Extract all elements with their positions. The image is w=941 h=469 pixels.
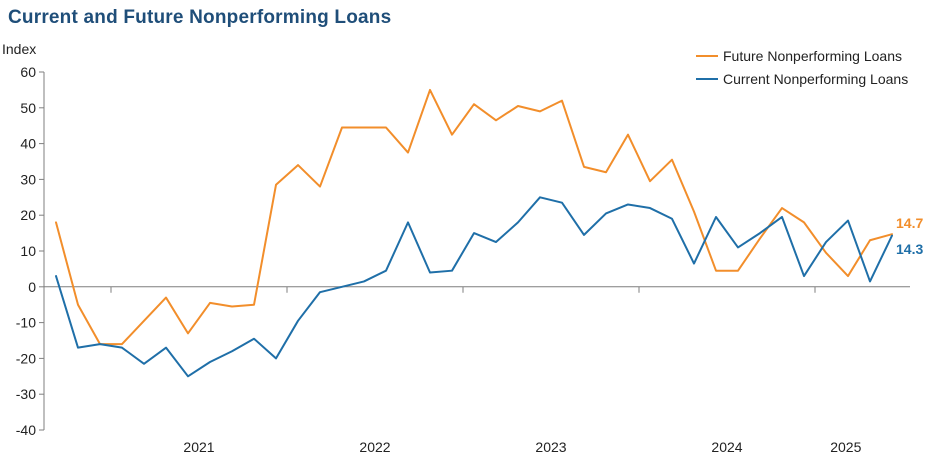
y-axis-title: Index: [2, 41, 36, 57]
y-axis-ticks: 60 50 40 30 20 10 0 -10 -20 -30 -40: [16, 64, 44, 438]
end-label-future: 14.7: [896, 215, 923, 231]
y-tick-label: 40: [20, 136, 36, 152]
y-tick-label: -20: [16, 350, 36, 366]
y-tick-label: -30: [16, 386, 36, 402]
y-tick-label: 50: [20, 100, 36, 116]
legend: Future Nonperforming Loans Current Nonpe…: [696, 48, 908, 87]
y-tick-label: 0: [28, 279, 36, 295]
y-tick-label: 60: [20, 64, 36, 80]
x-axis-ticks: 2021 2022 2023 2024 2025: [110, 286, 862, 455]
y-tick-label: 30: [20, 171, 36, 187]
x-tick-label-2022: 2022: [359, 439, 390, 455]
x-tick-label-2024: 2024: [711, 439, 742, 455]
y-tick-label: -10: [16, 315, 36, 331]
x-tick-label-2025: 2025: [830, 439, 861, 455]
y-tick-label: 20: [20, 207, 36, 223]
series-layer: [55, 88, 893, 378]
y-tick-label: -40: [16, 422, 36, 438]
series-line-current: [55, 196, 893, 378]
x-tick-label-2021: 2021: [183, 439, 214, 455]
chart-title: Current and Future Nonperforming Loans: [8, 7, 392, 28]
series-line-future: [55, 88, 893, 346]
x-tick-label-2023: 2023: [535, 439, 566, 455]
legend-label-future: Future Nonperforming Loans: [723, 48, 902, 64]
y-tick-label: 10: [20, 243, 36, 259]
legend-label-current: Current Nonperforming Loans: [723, 71, 908, 87]
end-label-current: 14.3: [896, 241, 923, 257]
